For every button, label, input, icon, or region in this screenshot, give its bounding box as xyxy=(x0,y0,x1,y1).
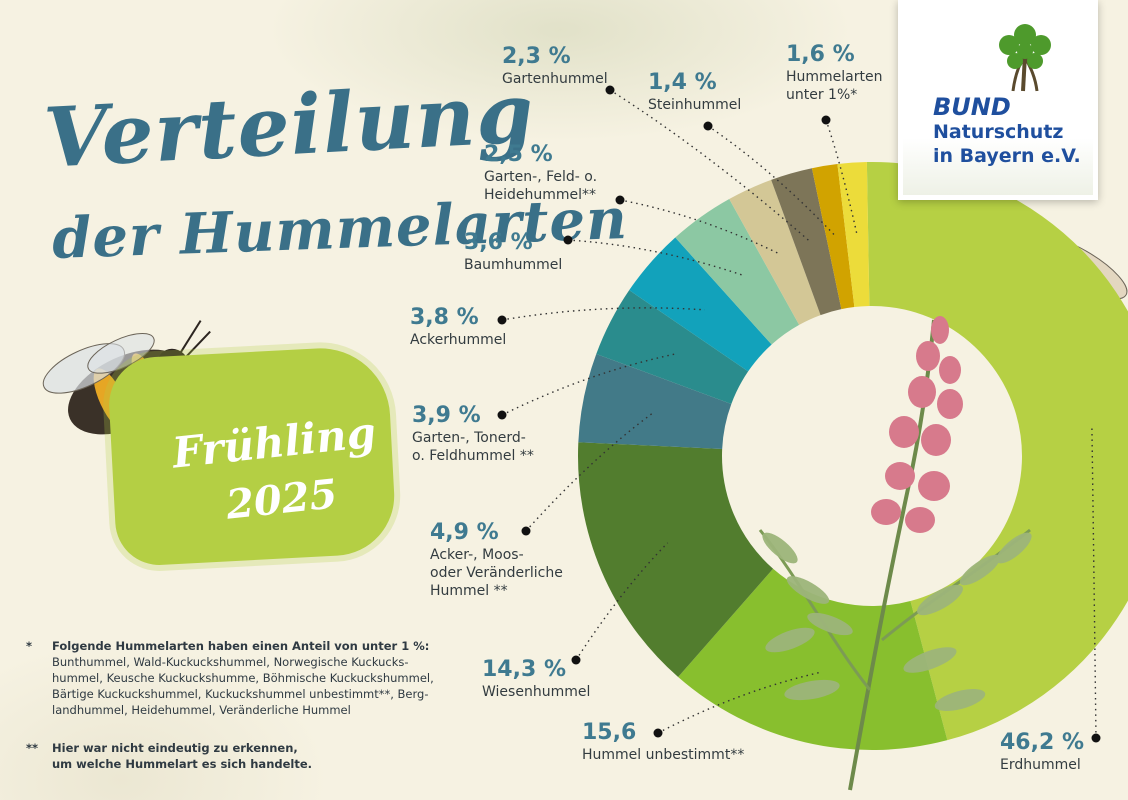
footnote-1-line: hummel, Keusche Kuckuckshumme, Böhmische… xyxy=(52,671,434,685)
logo-line-2: Naturschutz xyxy=(933,121,1064,143)
slice-percent: 1,6 % xyxy=(786,42,855,67)
donut-slice xyxy=(675,198,800,345)
leader-dot xyxy=(571,655,581,665)
slice-name: Erdhummel xyxy=(1000,757,1081,773)
bund-logo: BUND Naturschutz in Bayern e.V. xyxy=(898,0,1098,200)
leader-dot xyxy=(653,728,663,738)
donut-slice xyxy=(577,442,774,678)
logo-brand: BUND xyxy=(933,93,1011,121)
donut-slice xyxy=(678,568,948,750)
slice-percent: 4,9 % xyxy=(430,520,499,545)
slice-label: 46,2 % Erdhummel xyxy=(1000,730,1084,774)
slice-percent: 15,6 xyxy=(582,720,637,745)
slice-label: 15,6 Hummel unbestimmt** xyxy=(582,720,744,764)
leader-dot xyxy=(497,315,507,325)
slice-name: Heidehummel** xyxy=(484,187,597,203)
slice-label: 4,9 % Acker-, Moos-oder Veränderliche Humm… xyxy=(430,520,563,600)
slice-label: 1,6 % Hummelarten unter 1%* xyxy=(786,42,883,104)
slice-name: Garten-, Feld- o. xyxy=(484,169,598,185)
footnote-1-line: landhummel, Heidehummel, Veränderliche H… xyxy=(52,703,351,717)
slice-name: o. Feldhummel ** xyxy=(412,448,534,464)
slice-label: 1,4 % Steinhummel xyxy=(648,70,741,114)
donut-slice xyxy=(729,179,821,325)
leader-dot xyxy=(1091,733,1101,743)
slice-name: unter 1%* xyxy=(786,87,858,103)
slice-percent: 2,5 % xyxy=(484,142,553,167)
slice-label: 2,3 % Gartenhummel xyxy=(502,44,608,88)
leader-dot xyxy=(605,85,615,95)
footnote-1: * Folgende Hummelarten haben einen Anteil… xyxy=(26,638,466,718)
slice-percent: 2,3 % xyxy=(502,44,571,69)
slice-name: Garten-, Tonerd- xyxy=(412,430,526,446)
leader-dot xyxy=(497,410,507,420)
slice-percent: 3,9 % xyxy=(412,403,481,428)
slice-percent: 3,8 % xyxy=(410,305,479,330)
flower-illustration-icon xyxy=(758,316,1032,791)
footnote-1-marker: * xyxy=(26,639,33,653)
slice-name: Acker-, Moos- xyxy=(430,547,524,563)
slice-label: 2,5 % Garten-, Feld- o. Heidehummel** xyxy=(484,142,597,204)
slice-label: 3,6 % Baumhummel xyxy=(464,230,562,274)
footnote-1-line: Bunthummel, Wald-Kuckuckshummel, Norwegi… xyxy=(52,655,409,669)
slice-percent: 46,2 % xyxy=(1000,730,1084,755)
tree-logo-icon xyxy=(999,24,1051,92)
footnote-2-marker: ** xyxy=(26,741,39,755)
footnote-1-line: Bärtige Kuckuckshummel, Kuckuckshummel u… xyxy=(52,687,429,701)
donut-slice xyxy=(771,168,842,316)
leader-line xyxy=(525,411,655,532)
slice-percent: 14,3 % xyxy=(482,657,566,682)
slice-name: Hummel unbestimmt** xyxy=(582,747,745,763)
footnote-1-heading: Folgende Hummelarten haben einen Anteil … xyxy=(52,639,430,653)
slice-name: Wiesenhummel xyxy=(482,684,591,700)
leader-dot xyxy=(703,121,713,131)
slice-percent: 1,4 % xyxy=(648,70,717,95)
leader-line xyxy=(575,542,669,661)
slice-label: 3,8 % Ackerhummel xyxy=(410,305,506,349)
leader-dot xyxy=(615,195,625,205)
donut-slice xyxy=(811,164,855,310)
leader-line xyxy=(657,671,822,734)
slice-name: Ackerhummel xyxy=(410,332,507,348)
donut-slice xyxy=(578,353,732,449)
footnote-2: ** Hier war nicht eindeutig zu erkennen, … xyxy=(26,740,312,772)
donut-slice xyxy=(596,290,749,404)
leader-line xyxy=(619,199,781,255)
slice-label: 14,3 % Wiesenhummel xyxy=(482,657,590,701)
slice-name: Steinhummel xyxy=(648,97,742,113)
footnote-2-line: um welche Hummelart es sich handelte. xyxy=(52,757,313,771)
donut-slice xyxy=(629,237,772,372)
slice-name: Hummel ** xyxy=(430,583,508,599)
slice-name: Baumhummel xyxy=(464,257,563,273)
leader-dot xyxy=(821,115,831,125)
slice-name: oder Veränderliche xyxy=(430,565,563,581)
slice-name: Hummelarten xyxy=(786,69,883,85)
slice-name: Gartenhummel xyxy=(502,71,608,87)
logo-line-3: in Bayern e.V. xyxy=(933,145,1081,167)
leader-line xyxy=(567,239,744,276)
leader-line xyxy=(501,353,675,416)
leader-dot xyxy=(521,526,531,536)
slice-label: 3,9 % Garten-, Tonerd-o. Feldhummel ** xyxy=(412,403,534,465)
donut-slice xyxy=(837,162,870,308)
footnote-2-line: Hier war nicht eindeutig zu erkennen, xyxy=(52,741,298,755)
leader-dot xyxy=(563,235,573,245)
slice-percent: 3,6 % xyxy=(464,230,533,255)
